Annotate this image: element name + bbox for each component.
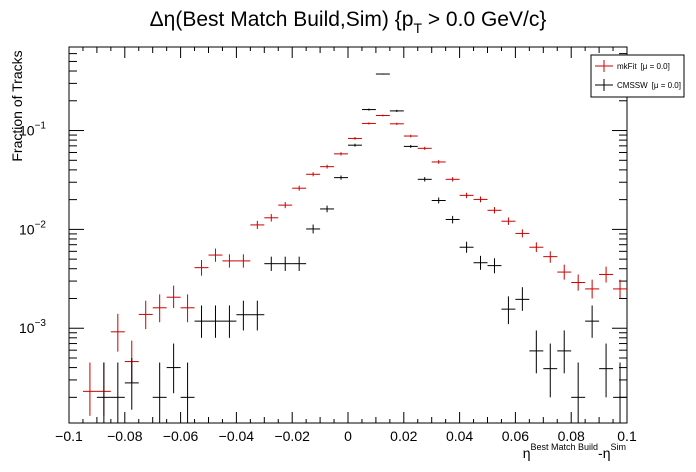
x-tick-label: 0 [344,428,352,444]
x-tick-label: 0.02 [390,428,417,444]
y-axis: 10−3 10−2 10−1 [19,53,627,398]
x-tick-label: −0.1 [55,428,83,444]
legend-box [590,54,685,98]
legend-item-cmssw: CMSSW [μ = 0.0] [595,79,681,91]
y-tick-label: 10−1 [19,121,46,139]
x-tick-label: 0.04 [446,428,473,444]
x-axis: −0.1 −0.08 −0.06 −0.04 −0.02 0 0.02 0.04 0.06 0.0… [55,47,637,444]
x-tick-label: −0.02 [274,428,310,444]
x-tick-label: −0.08 [107,428,143,444]
series-cmssw [96,73,627,423]
y-tick-label: 10−3 [19,318,46,336]
legend-label-cmssw: CMSSW [μ = 0.0] [617,81,681,90]
x-tick-label: 0.1 [617,428,637,444]
legend-item-mkfit: mkFit [μ = 0.0] [595,60,670,72]
series-layer [82,73,627,423]
x-tick-label: −0.04 [219,428,255,444]
chart-title: Δη(Best Match Build,Sim) {pT > 0.0 GeV/c… [150,8,547,36]
x-tick-label: 0.08 [558,428,585,444]
legend-label-mkfit: mkFit [μ = 0.0] [617,62,670,71]
legend: mkFit [μ = 0.0] CMSSW [μ = 0.0] [590,54,685,98]
x-tick-label: −0.06 [163,428,199,444]
y-tick-label: 10−2 [19,219,46,237]
y-axis-label: Fraction of Tracks [9,50,25,161]
x-axis-label: ηBest Match Build-ηSim [523,442,626,461]
x-tick-label: 0.06 [502,428,529,444]
